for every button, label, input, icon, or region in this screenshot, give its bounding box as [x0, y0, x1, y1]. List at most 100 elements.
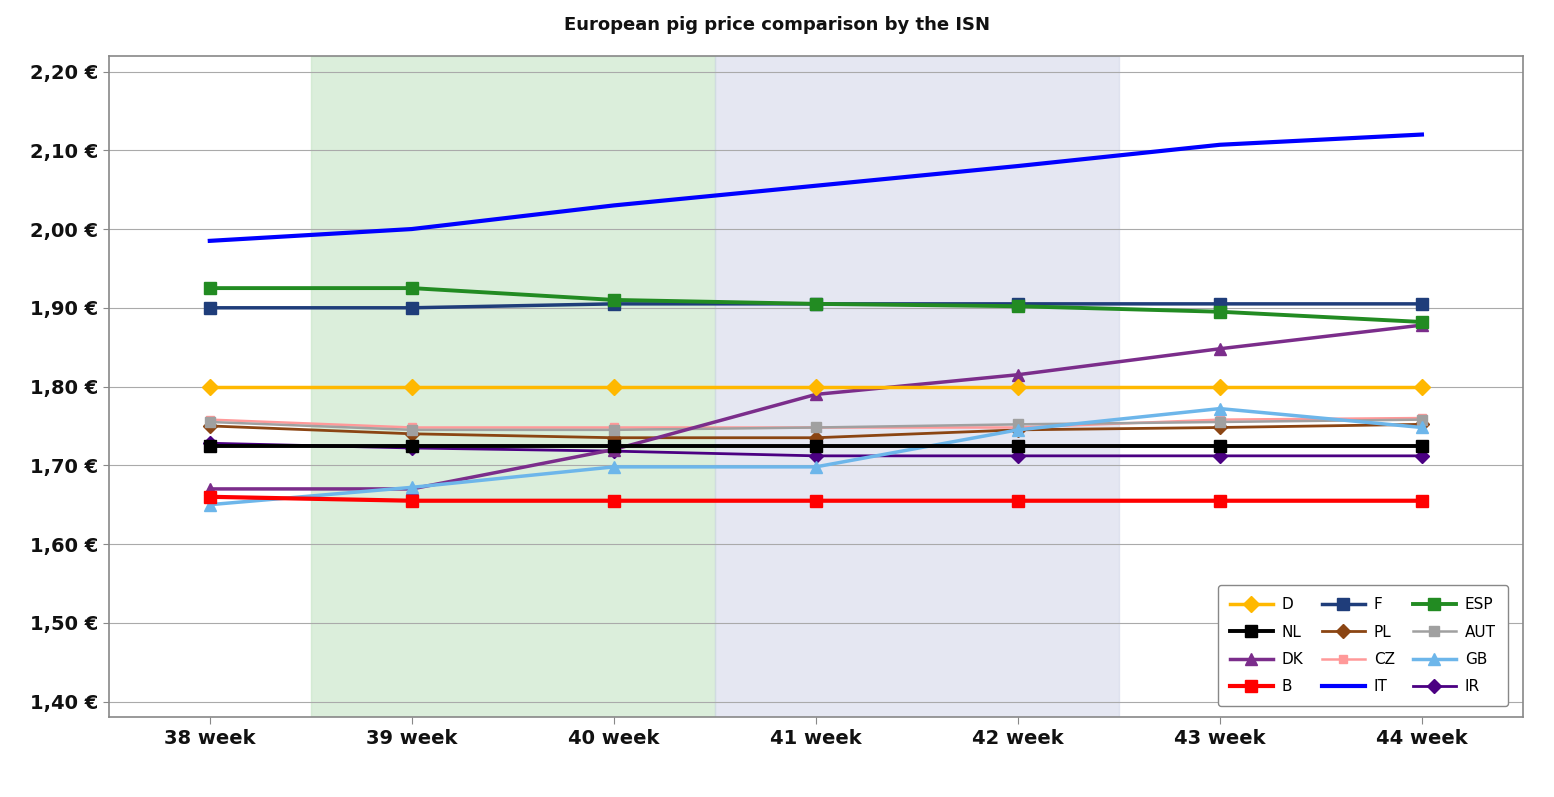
AUT [1413, 414, 1431, 424]
Line: NL: NL [204, 440, 1428, 451]
GB [1009, 425, 1027, 434]
GB [1211, 404, 1229, 414]
CZ [1211, 414, 1229, 424]
D [1413, 382, 1431, 391]
F [1211, 299, 1229, 308]
D [1211, 382, 1229, 391]
CZ [605, 422, 623, 432]
Line: GB: GB [204, 402, 1428, 511]
Bar [311, 56, 715, 717]
IR [1413, 451, 1431, 461]
NL [200, 441, 219, 450]
ESP [1009, 301, 1027, 311]
IR [200, 438, 219, 448]
IR [402, 443, 421, 453]
Bar [715, 56, 1119, 717]
IR [605, 446, 623, 456]
F [200, 303, 219, 312]
GB [605, 462, 623, 472]
F [605, 299, 623, 308]
IT [605, 201, 623, 210]
CZ [1413, 414, 1431, 423]
GB [1413, 422, 1431, 432]
B [1009, 496, 1027, 505]
AUT [605, 425, 623, 434]
DK [200, 484, 219, 493]
D [807, 382, 825, 391]
DK [1009, 370, 1027, 379]
NL [807, 441, 825, 450]
NL [605, 441, 623, 450]
NL [402, 441, 421, 450]
D [1009, 382, 1027, 391]
Legend: D, NL, DK, B, F, PL, CZ, IT, ESP, AUT, GB, IR: D, NL, DK, B, F, PL, CZ, IT, ESP, AUT, G… [1217, 585, 1509, 706]
GB [807, 462, 825, 472]
ESP [402, 283, 421, 292]
PL [402, 429, 421, 438]
F [807, 299, 825, 308]
PL [200, 421, 219, 430]
AUT [1009, 419, 1027, 429]
NL [1211, 441, 1229, 450]
DK [605, 445, 623, 454]
B [807, 496, 825, 505]
ESP [605, 295, 623, 304]
IT [807, 181, 825, 190]
Line: PL: PL [205, 419, 1427, 442]
CZ [200, 414, 219, 424]
AUT [1211, 417, 1229, 426]
IR [807, 451, 825, 461]
IT [402, 224, 421, 234]
CZ [402, 422, 421, 432]
B [402, 496, 421, 505]
PL [1009, 425, 1027, 434]
CZ [807, 422, 825, 432]
IR [1009, 451, 1027, 461]
IT [1009, 161, 1027, 171]
IT [1413, 130, 1431, 139]
AUT [402, 425, 421, 434]
CZ [1009, 422, 1027, 432]
PL [1413, 419, 1431, 429]
DK [807, 390, 825, 399]
F [1413, 299, 1431, 308]
D [200, 382, 219, 391]
B [200, 492, 219, 501]
IT [200, 236, 219, 245]
Line: AUT: AUT [205, 414, 1427, 434]
D [402, 382, 421, 391]
Line: IT: IT [210, 135, 1422, 241]
IT [1211, 140, 1229, 150]
AUT [200, 417, 219, 426]
Line: IR: IR [205, 438, 1427, 461]
Line: ESP: ESP [204, 283, 1428, 328]
PL [605, 433, 623, 442]
NL [1413, 441, 1431, 450]
DK [402, 484, 421, 493]
Line: CZ: CZ [205, 414, 1427, 432]
NL [1009, 441, 1027, 450]
DK [1413, 320, 1431, 330]
GB [402, 482, 421, 492]
PL [807, 433, 825, 442]
Line: D: D [204, 381, 1428, 392]
D [605, 382, 623, 391]
B [1211, 496, 1229, 505]
ESP [1413, 317, 1431, 327]
F [402, 303, 421, 312]
B [1413, 496, 1431, 505]
IR [1211, 451, 1229, 461]
GB [200, 500, 219, 509]
ESP [200, 283, 219, 292]
B [605, 496, 623, 505]
Line: B: B [204, 490, 1428, 507]
PL [1211, 422, 1229, 432]
Line: DK: DK [204, 319, 1428, 495]
Text: European pig price comparison by the ISN: European pig price comparison by the ISN [564, 16, 990, 34]
ESP [807, 299, 825, 308]
Line: F: F [204, 298, 1428, 313]
ESP [1211, 307, 1229, 316]
AUT [807, 422, 825, 432]
DK [1211, 344, 1229, 354]
F [1009, 299, 1027, 308]
